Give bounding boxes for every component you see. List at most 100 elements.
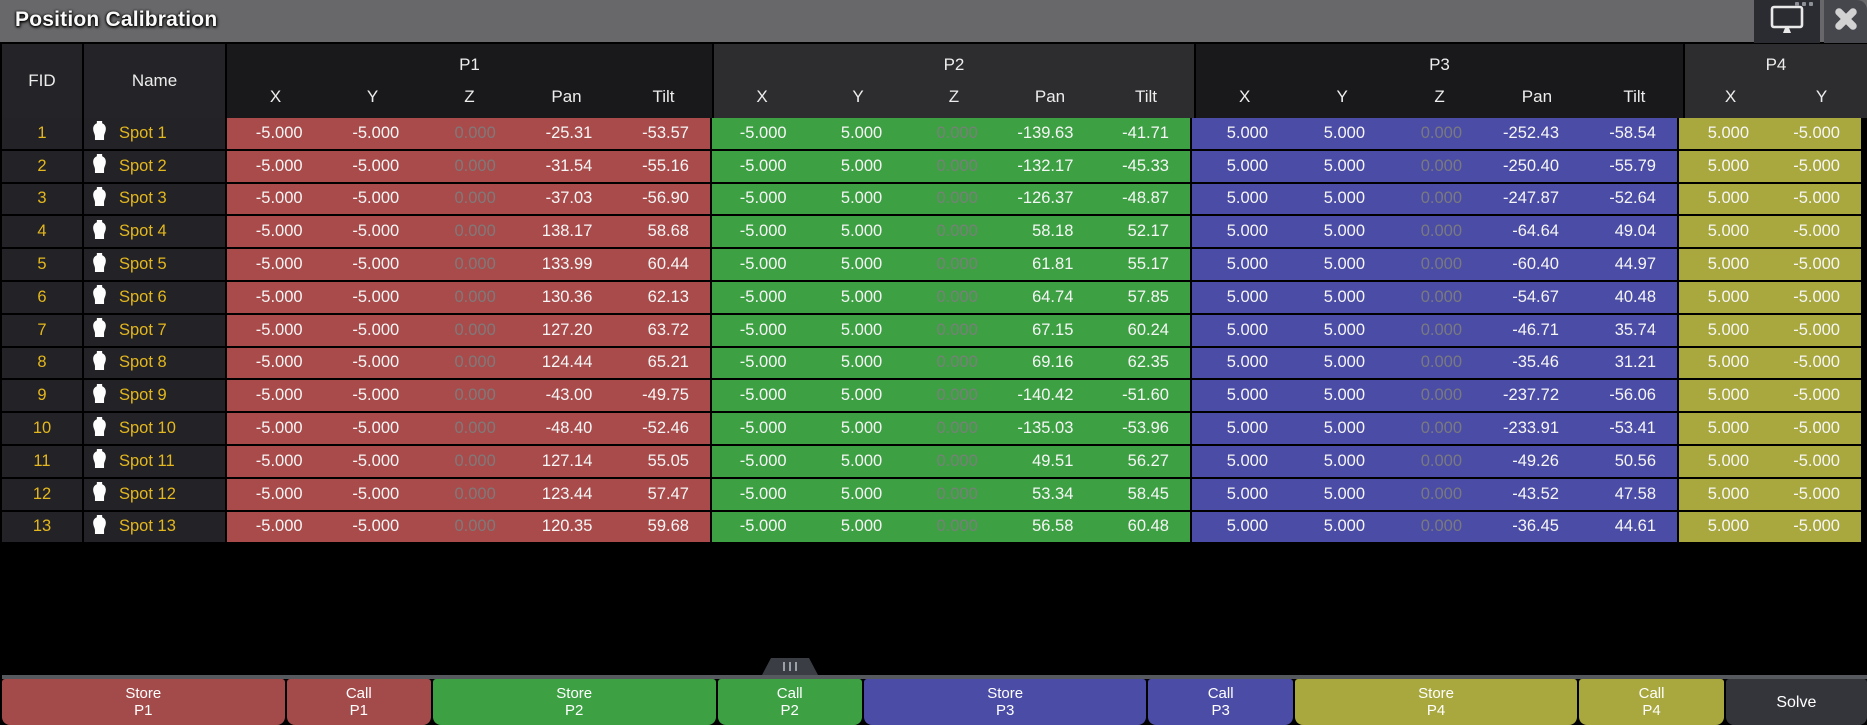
p2-x-cell[interactable]: -5.000 xyxy=(739,287,787,306)
p3-tilt-cell[interactable]: 31.21 xyxy=(1614,353,1656,372)
p3-pan-cell[interactable]: -54.67 xyxy=(1512,287,1559,306)
p2-pan-cell[interactable]: -126.37 xyxy=(1017,189,1074,208)
p2-tilt-cell[interactable]: 57.85 xyxy=(1127,287,1169,306)
p2-tilt-cell[interactable]: -41.71 xyxy=(1122,123,1169,142)
p4-y-cell[interactable]: -5.000 xyxy=(1793,484,1840,503)
p1-y-cell[interactable]: -5.000 xyxy=(352,353,400,372)
p3-tilt-cell[interactable]: 44.61 xyxy=(1614,517,1656,536)
p1-tilt-cell[interactable]: 58.68 xyxy=(647,222,689,241)
p1-pan-cell[interactable]: 138.17 xyxy=(541,222,593,241)
p2-pan-cell[interactable]: 58.18 xyxy=(1032,222,1074,241)
p1-x-cell[interactable]: -5.000 xyxy=(255,419,303,438)
p3-y-cell[interactable]: 5.000 xyxy=(1323,222,1365,241)
p2-y-cell[interactable]: 5.000 xyxy=(840,451,883,470)
name-cell[interactable]: Spot 2 xyxy=(84,150,227,182)
p3-pan-cell[interactable]: -35.46 xyxy=(1512,353,1559,372)
p2-z-cell[interactable]: 0.000 xyxy=(936,517,978,536)
p1-x-cell[interactable]: -5.000 xyxy=(255,353,303,372)
p2-tilt-cell[interactable]: 62.35 xyxy=(1127,353,1169,372)
fid-cell[interactable]: 10 xyxy=(2,413,84,444)
p3-x-cell[interactable]: 5.000 xyxy=(1226,222,1268,241)
p2-x-cell[interactable]: -5.000 xyxy=(739,353,787,372)
p1-z-cell[interactable]: 0.000 xyxy=(454,353,496,372)
p3-x-cell[interactable]: 5.000 xyxy=(1226,156,1268,175)
p1-x-cell[interactable]: -5.000 xyxy=(255,255,303,274)
p2-pan-cell[interactable]: -140.42 xyxy=(1017,386,1074,405)
p2-tilt-cell[interactable]: -45.33 xyxy=(1122,156,1169,175)
p4-x-cell[interactable]: 5.000 xyxy=(1707,386,1749,405)
fid-cell[interactable]: 2 xyxy=(2,150,84,182)
p1-pan-cell[interactable]: 130.36 xyxy=(541,287,593,306)
p1-pan-cell[interactable]: 127.14 xyxy=(541,451,593,470)
fid-cell[interactable]: 9 xyxy=(2,380,84,412)
p2-x-cell[interactable]: -5.000 xyxy=(739,484,787,503)
p1-y-cell[interactable]: -5.000 xyxy=(352,222,400,241)
p1-tilt-cell[interactable]: -53.57 xyxy=(642,123,689,142)
fid-cell[interactable]: 12 xyxy=(2,478,84,510)
p1-pan-cell[interactable]: -37.03 xyxy=(545,189,593,208)
p3-y-cell[interactable]: 5.000 xyxy=(1323,484,1365,503)
p3-pan-cell[interactable]: -250.40 xyxy=(1503,156,1559,175)
p1-y-cell[interactable]: -5.000 xyxy=(352,123,400,142)
p3-z-cell[interactable]: 0.000 xyxy=(1420,287,1462,306)
p4-y-cell[interactable]: -5.000 xyxy=(1793,419,1840,438)
p1-z-cell[interactable]: 0.000 xyxy=(454,517,496,536)
p3-x-cell[interactable]: 5.000 xyxy=(1226,189,1268,208)
p2-z-cell[interactable]: 0.000 xyxy=(936,386,978,405)
p2-x-cell[interactable]: -5.000 xyxy=(739,320,787,339)
name-cell[interactable]: Spot 6 xyxy=(84,281,227,313)
p3-tilt-cell[interactable]: -52.64 xyxy=(1609,189,1656,208)
p1-x-cell[interactable]: -5.000 xyxy=(255,386,303,405)
name-cell[interactable]: Spot 7 xyxy=(84,314,227,346)
p1-tilt-cell[interactable]: 55.05 xyxy=(647,451,689,470)
p3-z-cell[interactable]: 0.000 xyxy=(1420,419,1462,438)
p2-x-cell[interactable]: -5.000 xyxy=(739,451,787,470)
p2-z-cell[interactable]: 0.000 xyxy=(936,189,978,208)
p1-tilt-cell[interactable]: 65.21 xyxy=(647,353,689,372)
p2-tilt-cell[interactable]: -51.60 xyxy=(1122,386,1169,405)
p3-y-cell[interactable]: 5.000 xyxy=(1323,517,1365,536)
p3-z-cell[interactable]: 0.000 xyxy=(1420,222,1462,241)
p1-tilt-cell[interactable]: -52.46 xyxy=(642,419,689,438)
p2-pan-cell[interactable]: 56.58 xyxy=(1032,517,1074,536)
p3-z-cell[interactable]: 0.000 xyxy=(1420,484,1462,503)
p3-tilt-cell[interactable]: 47.58 xyxy=(1614,484,1656,503)
p3-pan-cell[interactable]: -247.87 xyxy=(1503,189,1559,208)
p2-pan-cell[interactable]: -132.17 xyxy=(1017,156,1074,175)
p2-tilt-cell[interactable]: 60.24 xyxy=(1127,320,1169,339)
name-cell[interactable]: Spot 10 xyxy=(84,413,227,444)
p4-y-cell[interactable]: -5.000 xyxy=(1793,451,1840,470)
p3-y-cell[interactable]: 5.000 xyxy=(1323,255,1365,274)
p4-y-cell[interactable]: -5.000 xyxy=(1793,517,1840,536)
p4-y-cell[interactable]: -5.000 xyxy=(1793,255,1840,274)
p2-tilt-cell[interactable]: 58.45 xyxy=(1127,484,1169,503)
p3-x-cell[interactable]: 5.000 xyxy=(1226,451,1268,470)
fid-cell[interactable]: 11 xyxy=(2,445,84,477)
p3-y-cell[interactable]: 5.000 xyxy=(1323,287,1365,306)
p1-x-cell[interactable]: -5.000 xyxy=(255,287,303,306)
p2-x-cell[interactable]: -5.000 xyxy=(739,156,787,175)
call-p1-button[interactable]: Call P1 xyxy=(286,679,431,725)
store-p4-button[interactable]: Store P4 xyxy=(1294,679,1578,725)
p1-z-cell[interactable]: 0.000 xyxy=(454,255,496,274)
p3-y-cell[interactable]: 5.000 xyxy=(1323,320,1365,339)
p3-pan-cell[interactable]: -49.26 xyxy=(1512,451,1559,470)
p1-x-cell[interactable]: -5.000 xyxy=(255,222,303,241)
p1-tilt-cell[interactable]: -55.16 xyxy=(642,156,689,175)
p1-x-cell[interactable]: -5.000 xyxy=(255,123,303,142)
p3-z-cell[interactable]: 0.000 xyxy=(1420,255,1462,274)
fid-cell[interactable]: 6 xyxy=(2,281,84,313)
p2-z-cell[interactable]: 0.000 xyxy=(936,255,978,274)
fid-cell[interactable]: 5 xyxy=(2,249,84,280)
p1-tilt-cell[interactable]: -56.90 xyxy=(642,189,689,208)
p3-z-cell[interactable]: 0.000 xyxy=(1420,189,1462,208)
p1-y-cell[interactable]: -5.000 xyxy=(352,419,400,438)
p1-y-cell[interactable]: -5.000 xyxy=(352,255,400,274)
p2-tilt-cell[interactable]: 55.17 xyxy=(1127,255,1169,274)
fid-cell[interactable]: 4 xyxy=(2,216,84,248)
p3-tilt-cell[interactable]: -56.06 xyxy=(1609,386,1656,405)
p1-tilt-cell[interactable]: 60.44 xyxy=(647,255,689,274)
p4-y-cell[interactable]: -5.000 xyxy=(1793,386,1840,405)
drag-handle[interactable] xyxy=(762,658,818,675)
p3-pan-cell[interactable]: -64.64 xyxy=(1512,222,1559,241)
